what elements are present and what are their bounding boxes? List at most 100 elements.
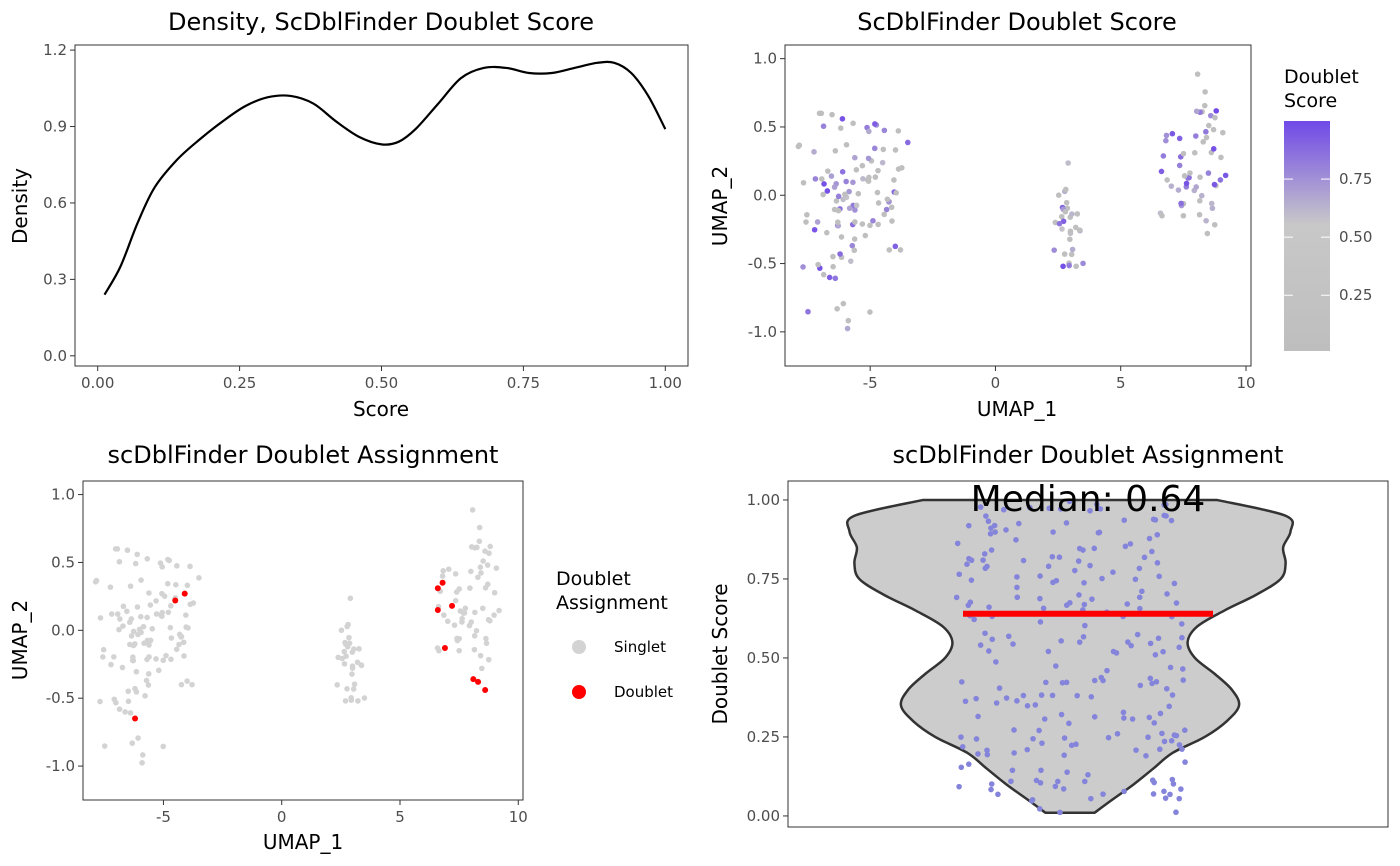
score-umap-point xyxy=(1055,192,1062,198)
doublet-point xyxy=(470,676,477,683)
singlet-point xyxy=(187,601,194,608)
violin-point xyxy=(1059,679,1066,686)
violin-point xyxy=(1067,600,1073,606)
violin-point xyxy=(1168,737,1175,744)
score-umap-point xyxy=(1208,200,1215,207)
singlet-point xyxy=(440,568,447,574)
singlet-point xyxy=(341,661,348,667)
violin-point xyxy=(1030,735,1036,742)
singlet-point xyxy=(132,685,138,692)
violin-y-tick-label: 0.50 xyxy=(747,649,780,667)
violin-point xyxy=(1049,692,1056,699)
violin-point xyxy=(1153,678,1160,685)
violin-point xyxy=(1121,788,1127,795)
score-umap-point xyxy=(897,247,904,253)
score-umap-point xyxy=(867,309,873,315)
violin-point xyxy=(1149,777,1156,784)
violin-point xyxy=(988,547,995,553)
score-umap-y-tick-label: -0.5 xyxy=(748,255,777,273)
violin-point xyxy=(1137,605,1143,612)
violin-point xyxy=(1161,738,1168,745)
score-umap-point xyxy=(1077,227,1083,234)
violin-point xyxy=(1080,547,1086,553)
singlet-point xyxy=(355,698,361,704)
singlet-point xyxy=(485,581,491,588)
violin-point xyxy=(1003,527,1009,533)
singlet-point xyxy=(196,575,202,581)
violin-point xyxy=(1161,502,1167,508)
density-title: Density, ScDblFinder Doublet Score xyxy=(168,8,594,36)
doublet-point xyxy=(449,602,456,609)
violin-point xyxy=(1076,639,1083,645)
singlet-point xyxy=(137,613,144,620)
violin-y-tick-label: 0.75 xyxy=(747,570,780,588)
violin-point xyxy=(1110,648,1117,655)
violin-point xyxy=(1014,594,1021,601)
violin-point xyxy=(1163,513,1169,519)
score-umap-point xyxy=(1163,132,1170,139)
singlet-point xyxy=(168,603,174,609)
score-umap-point xyxy=(893,190,900,196)
singlet-point xyxy=(125,698,132,705)
score-umap-point xyxy=(1196,211,1203,218)
singlet-point xyxy=(160,657,167,664)
score-umap-y-tick-label: 1.0 xyxy=(753,50,777,68)
singlet-point xyxy=(484,562,491,568)
score-umap-point xyxy=(855,190,862,197)
score-umap-point xyxy=(892,147,899,153)
singlet-point xyxy=(145,682,152,688)
violin-point xyxy=(1180,677,1187,683)
score-umap-point xyxy=(1202,89,1208,95)
violin-point xyxy=(1157,710,1164,717)
singlet-point xyxy=(452,597,459,604)
assignment-umap-x-tick-label: -5 xyxy=(156,808,171,826)
violin-point xyxy=(996,685,1003,691)
assignment-umap-x-ticks: -5 0 5 10 xyxy=(156,800,528,826)
score-umap-point xyxy=(795,143,802,150)
score-umap-point xyxy=(875,167,881,174)
score-umap-point xyxy=(818,176,825,182)
singlet-point xyxy=(342,698,349,704)
violin-point xyxy=(1147,640,1154,647)
violin-point xyxy=(1091,714,1098,720)
violin-point xyxy=(984,751,991,758)
score-umap-point xyxy=(1211,181,1218,188)
singlet-point xyxy=(97,698,103,705)
violin-y-label: Doublet Score xyxy=(708,583,732,724)
score-umap-point xyxy=(1180,212,1187,219)
score-umap-point xyxy=(1222,172,1229,179)
score-umap-point xyxy=(1056,220,1063,227)
singlet-point xyxy=(451,622,458,628)
singlet-point xyxy=(485,616,492,623)
singlet-point xyxy=(345,621,351,628)
singlet-point xyxy=(167,624,174,631)
violin-point xyxy=(984,747,990,754)
violin-point xyxy=(1114,730,1121,737)
violin-point xyxy=(982,565,989,572)
violin-point xyxy=(982,630,988,637)
score-umap-point xyxy=(805,308,811,315)
singlet-point xyxy=(101,743,108,749)
violin-y-tick-label: 1.00 xyxy=(747,491,780,509)
violin-point xyxy=(1064,769,1070,775)
score-umap-point xyxy=(824,229,830,236)
violin-point xyxy=(1157,746,1163,753)
score-umap-y-tick-label: 0.0 xyxy=(753,186,777,204)
density-y-tick-label: 0.0 xyxy=(43,347,67,365)
singlet-point xyxy=(483,635,489,642)
score-umap-point xyxy=(1060,218,1067,225)
score-umap-point xyxy=(881,127,888,134)
violin-point xyxy=(1149,680,1155,687)
violin-point xyxy=(968,557,975,564)
colorbar-title-line1: Doublet xyxy=(1284,66,1359,88)
doublet-point xyxy=(434,585,441,592)
score-umap-point xyxy=(1072,224,1079,231)
score-umap-point xyxy=(1183,180,1190,187)
violin-point xyxy=(981,551,988,557)
violin-point xyxy=(1010,641,1016,647)
score-umap-x-tick-label: 5 xyxy=(1116,374,1126,392)
score-umap-point xyxy=(1193,184,1199,190)
score-umap-point xyxy=(1158,168,1165,175)
violin-point xyxy=(1178,621,1185,627)
violin-point xyxy=(1027,504,1033,511)
